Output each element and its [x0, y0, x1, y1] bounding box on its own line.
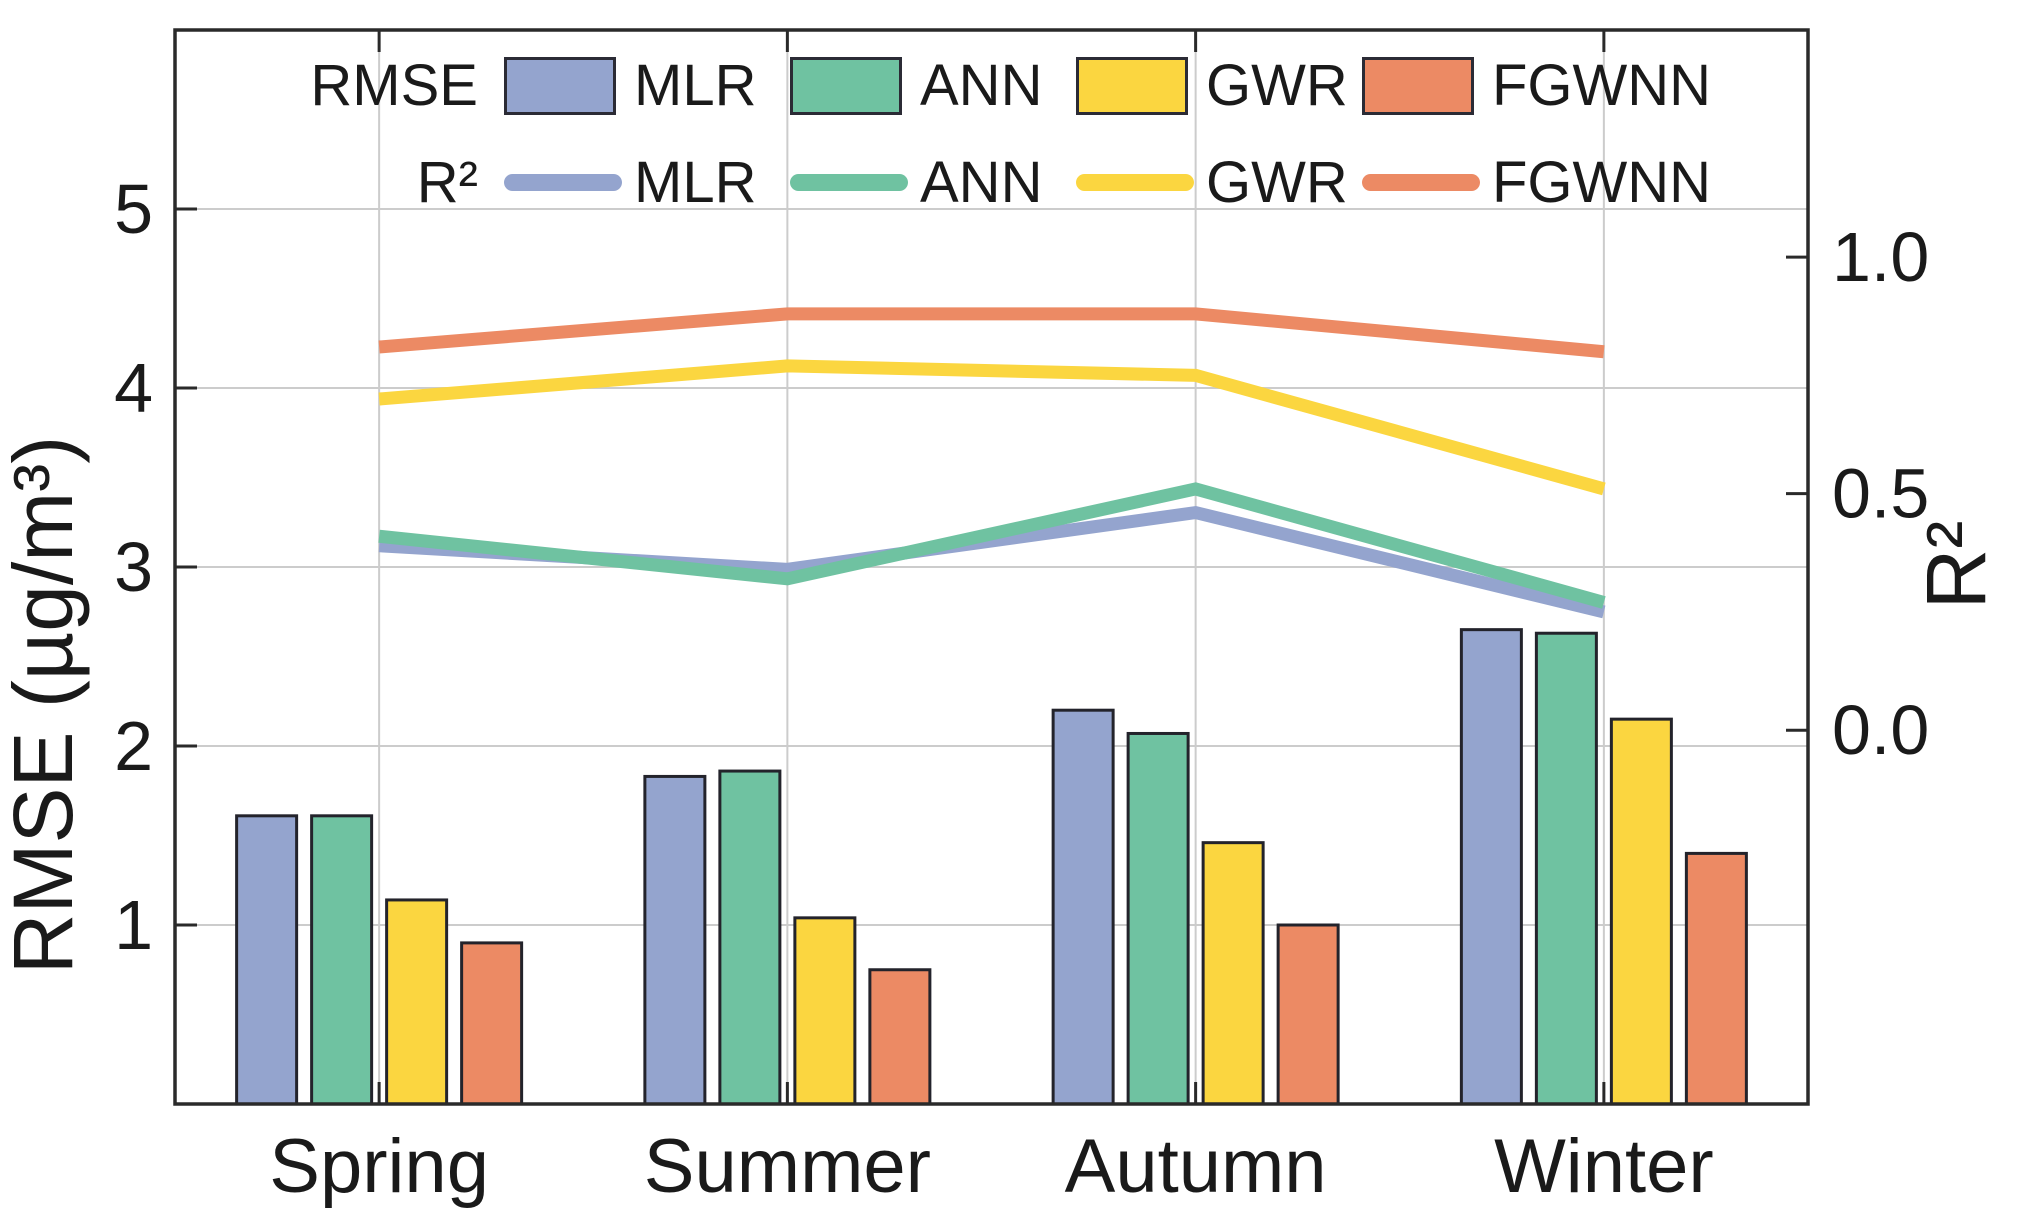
legend-line-swatch-mlr [504, 174, 622, 191]
left-axis-tick-label: 1 [114, 886, 153, 964]
left-axis-tick-label: 5 [114, 170, 153, 248]
legend-bar-label-fgwnn: FGWNN [1492, 53, 1712, 118]
bar-ann-summer [718, 769, 782, 1106]
legend-line-swatch-fgwnn [1362, 174, 1480, 191]
legend-bar-swatch-gwr [1076, 56, 1188, 115]
right-axis-tick-label: 0.0 [1832, 691, 1929, 769]
bar-fgwnn-autumn [1276, 923, 1340, 1106]
legend-row-r2-label: R² [416, 150, 478, 215]
legend-line-label-ann: ANN [920, 150, 1043, 215]
bar-gwr-spring [385, 898, 449, 1106]
legend-line-label-mlr: MLR [634, 150, 757, 215]
legend-row-rmse-label: RMSE [310, 53, 478, 118]
legend-line-label-gwr: GWR [1206, 150, 1348, 215]
legend-bar-swatch-fgwnn [1362, 56, 1474, 115]
bar-mlr-summer [643, 774, 707, 1106]
bar-fgwnn-summer [868, 968, 932, 1106]
legend-line-swatch-ann [790, 174, 908, 191]
r2-line-gwr [378, 359, 1606, 496]
bar-fgwnn-winter [1684, 851, 1748, 1106]
bar-ann-winter [1534, 631, 1598, 1106]
left-axis-tick-label: 2 [114, 707, 153, 785]
x-category-label: Winter [1494, 1124, 1714, 1209]
bar-gwr-winter [1609, 717, 1673, 1106]
chart-legend: RMSE MLR ANN GWR FGWNN R² MLR ANN GWR FGWNN [272, 52, 1730, 216]
legend-bar-swatch-ann [790, 56, 902, 115]
right-axis-tick-label: 1.0 [1832, 218, 1929, 296]
bar-fgwnn-spring [460, 941, 524, 1106]
legend-bar-label-mlr: MLR [634, 53, 757, 118]
y2-axis-title: R² [1909, 521, 2003, 610]
x-category-label: Spring [269, 1124, 489, 1209]
legend-bar-swatch-mlr [504, 56, 616, 115]
y-axis-title: RMSE (µg/m³) [0, 436, 90, 974]
r2-line-fgwnn [378, 307, 1605, 359]
bar-mlr-winter [1459, 628, 1523, 1106]
bar-gwr-summer [793, 916, 857, 1106]
left-axis-tick-label: 4 [114, 349, 153, 427]
bar-ann-autumn [1126, 731, 1190, 1106]
legend-line-swatch-gwr [1076, 174, 1194, 191]
legend-bar-label-gwr: GWR [1206, 53, 1348, 118]
bar-ann-spring [310, 814, 374, 1106]
bar-mlr-spring [235, 814, 299, 1106]
x-category-label: Summer [644, 1124, 931, 1209]
right-axis-tick-label: 0.5 [1832, 455, 1929, 533]
r2-line-ann [378, 482, 1606, 609]
x-category-label: Autumn [1065, 1124, 1327, 1209]
bar-mlr-autumn [1051, 708, 1115, 1106]
bar-gwr-autumn [1201, 841, 1265, 1106]
legend-bar-label-ann: ANN [920, 53, 1043, 118]
left-axis-tick-label: 3 [114, 528, 153, 606]
legend-line-label-fgwnn: FGWNN [1492, 150, 1712, 215]
